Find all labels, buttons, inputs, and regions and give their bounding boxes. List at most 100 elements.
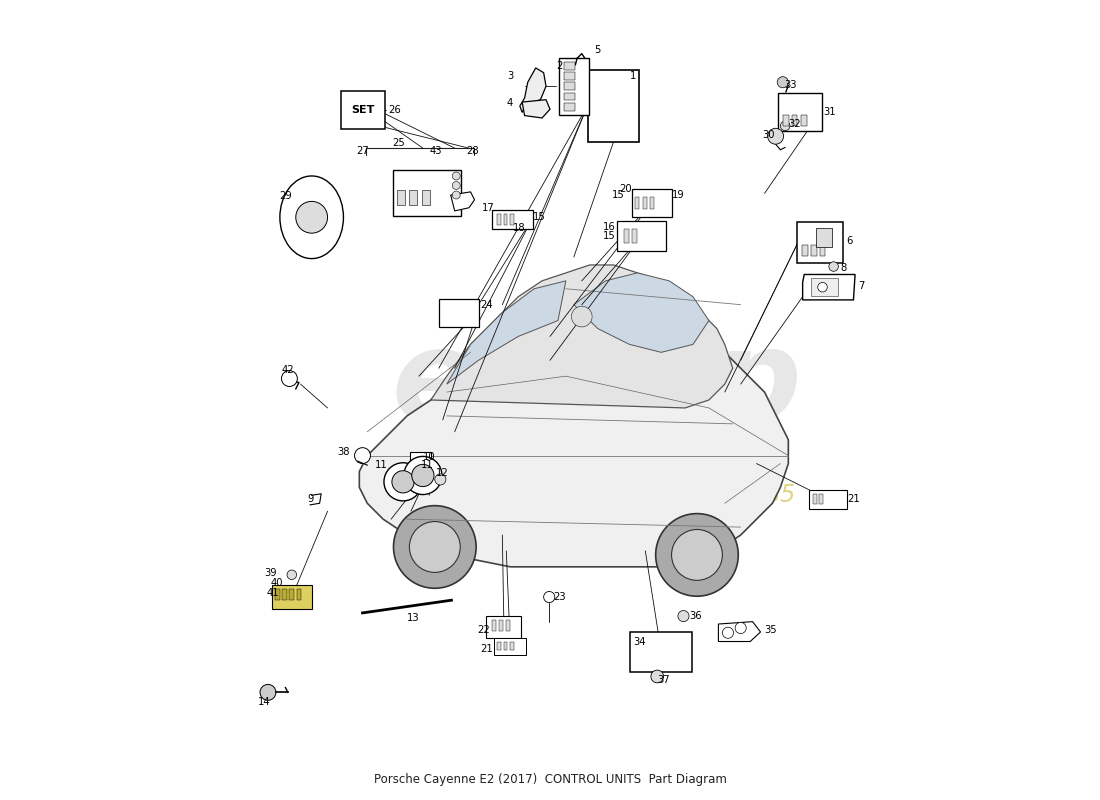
FancyBboxPatch shape xyxy=(630,632,692,672)
FancyBboxPatch shape xyxy=(818,494,823,505)
PathPatch shape xyxy=(447,281,565,384)
FancyBboxPatch shape xyxy=(504,214,507,225)
PathPatch shape xyxy=(360,289,789,567)
Text: 21: 21 xyxy=(847,494,860,503)
FancyBboxPatch shape xyxy=(783,114,789,126)
FancyBboxPatch shape xyxy=(813,494,816,505)
Circle shape xyxy=(452,182,460,190)
Circle shape xyxy=(543,591,554,602)
Text: 15: 15 xyxy=(532,212,546,222)
Text: 1: 1 xyxy=(629,71,636,81)
FancyBboxPatch shape xyxy=(617,222,666,251)
Circle shape xyxy=(452,172,460,180)
Text: Porsche Cayenne E2 (2017)  CONTROL UNITS  Part Diagram: Porsche Cayenne E2 (2017) CONTROL UNITS … xyxy=(374,774,726,786)
FancyBboxPatch shape xyxy=(779,94,822,131)
Text: 12: 12 xyxy=(436,468,449,478)
Text: europ: europ xyxy=(392,324,802,445)
FancyBboxPatch shape xyxy=(798,222,844,263)
PathPatch shape xyxy=(431,265,733,408)
PathPatch shape xyxy=(451,192,474,211)
Circle shape xyxy=(354,448,371,463)
FancyBboxPatch shape xyxy=(341,91,385,129)
Text: 40: 40 xyxy=(271,578,283,588)
Circle shape xyxy=(296,202,328,233)
Circle shape xyxy=(723,627,734,638)
Circle shape xyxy=(572,306,592,327)
Text: 6: 6 xyxy=(846,236,852,246)
Text: 31: 31 xyxy=(823,107,836,118)
FancyBboxPatch shape xyxy=(808,490,847,509)
Circle shape xyxy=(780,121,790,130)
Text: 41: 41 xyxy=(266,588,279,598)
FancyBboxPatch shape xyxy=(631,189,671,217)
Circle shape xyxy=(411,464,434,486)
Text: 5: 5 xyxy=(594,46,601,55)
Text: 18: 18 xyxy=(513,223,526,234)
FancyBboxPatch shape xyxy=(494,638,526,655)
Text: 19: 19 xyxy=(672,190,685,200)
Circle shape xyxy=(768,128,783,144)
FancyBboxPatch shape xyxy=(409,190,417,205)
FancyBboxPatch shape xyxy=(272,585,311,609)
Ellipse shape xyxy=(279,176,343,258)
Text: 24: 24 xyxy=(480,300,493,310)
FancyBboxPatch shape xyxy=(650,197,653,210)
Text: SET: SET xyxy=(352,105,375,115)
FancyBboxPatch shape xyxy=(422,190,430,205)
FancyBboxPatch shape xyxy=(397,190,405,205)
Text: 30: 30 xyxy=(762,130,774,140)
FancyBboxPatch shape xyxy=(497,642,502,650)
Text: 43: 43 xyxy=(429,146,442,155)
Text: 11: 11 xyxy=(375,460,388,470)
Text: 42: 42 xyxy=(282,365,294,375)
Circle shape xyxy=(651,670,663,683)
FancyBboxPatch shape xyxy=(816,229,832,247)
FancyBboxPatch shape xyxy=(297,589,301,600)
Text: 8: 8 xyxy=(840,263,846,273)
FancyBboxPatch shape xyxy=(493,620,496,631)
Text: 4: 4 xyxy=(506,98,513,108)
Text: 15: 15 xyxy=(603,231,615,242)
Text: 35: 35 xyxy=(764,626,777,635)
FancyBboxPatch shape xyxy=(564,93,575,101)
FancyBboxPatch shape xyxy=(283,589,287,600)
Circle shape xyxy=(409,522,460,572)
Circle shape xyxy=(452,191,460,199)
Circle shape xyxy=(829,262,838,271)
FancyBboxPatch shape xyxy=(564,72,575,80)
PathPatch shape xyxy=(718,622,760,642)
FancyBboxPatch shape xyxy=(802,114,807,126)
FancyBboxPatch shape xyxy=(820,245,825,256)
FancyBboxPatch shape xyxy=(498,620,503,631)
FancyBboxPatch shape xyxy=(587,70,639,142)
Circle shape xyxy=(392,470,415,493)
Text: 17: 17 xyxy=(482,202,494,213)
Text: 20: 20 xyxy=(619,184,631,194)
Text: 33: 33 xyxy=(784,80,796,90)
Text: 39: 39 xyxy=(264,568,276,578)
Text: 9: 9 xyxy=(307,494,314,503)
PathPatch shape xyxy=(520,68,546,113)
FancyBboxPatch shape xyxy=(564,62,575,70)
Text: 10: 10 xyxy=(422,452,436,462)
PathPatch shape xyxy=(803,274,855,300)
PathPatch shape xyxy=(522,100,550,118)
Text: 26: 26 xyxy=(388,105,400,115)
Text: 21: 21 xyxy=(480,645,493,654)
FancyBboxPatch shape xyxy=(802,245,807,256)
FancyBboxPatch shape xyxy=(497,214,502,225)
Text: 37: 37 xyxy=(658,674,670,685)
FancyBboxPatch shape xyxy=(510,642,514,650)
Text: 16: 16 xyxy=(603,222,615,232)
FancyBboxPatch shape xyxy=(439,298,478,326)
Circle shape xyxy=(817,282,827,292)
Text: 25: 25 xyxy=(393,138,406,147)
FancyBboxPatch shape xyxy=(492,210,534,229)
Text: 3: 3 xyxy=(507,71,514,81)
Text: 23: 23 xyxy=(553,592,565,602)
FancyBboxPatch shape xyxy=(486,616,521,638)
FancyBboxPatch shape xyxy=(504,642,507,650)
Text: 38: 38 xyxy=(338,447,350,458)
Circle shape xyxy=(434,474,446,485)
FancyBboxPatch shape xyxy=(811,245,816,256)
